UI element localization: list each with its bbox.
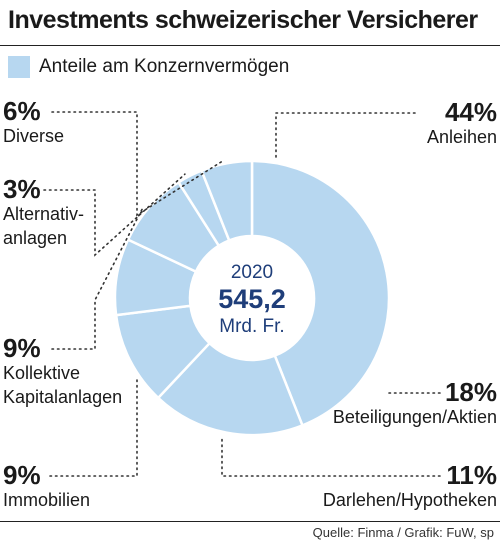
value-label: 3% xyxy=(3,174,41,204)
legend: Anteile am Konzernvermögen xyxy=(8,54,289,80)
leader-line xyxy=(51,111,223,217)
slice-beteiligungen-aktien xyxy=(156,341,305,437)
top-divider xyxy=(0,45,500,46)
category-label: Anleihen xyxy=(427,127,497,147)
value-label: 18% xyxy=(445,377,497,407)
bottom-divider xyxy=(0,521,500,522)
leader-line xyxy=(43,173,186,257)
chart-title: Investments schweizerischer Versicherer xyxy=(8,6,478,34)
legend-label: Anteile am Konzernvermögen xyxy=(39,56,290,77)
center-total: 545,2 xyxy=(218,284,286,314)
value-label: 44% xyxy=(445,97,497,127)
leader-lines xyxy=(43,111,441,477)
category-label: Kollektive xyxy=(3,363,80,383)
leader-line xyxy=(275,112,416,160)
category-label: Kapitalanlagen xyxy=(3,387,122,407)
legend-swatch xyxy=(8,56,30,78)
category-label: Beteiligungen/Aktien xyxy=(333,407,497,427)
center-unit: Mrd. Fr. xyxy=(219,316,284,337)
slice-labels: 44%Anleihen 18%Beteiligungen/Aktien 11%Dar… xyxy=(3,96,497,510)
leader-line xyxy=(49,378,138,477)
value-label: 9% xyxy=(3,460,41,490)
value-label: 11% xyxy=(446,460,497,490)
category-label: Darlehen/Hypotheken xyxy=(323,490,497,510)
source-note: Quelle: Finma / Grafik: FuW, sp xyxy=(312,525,494,540)
category-label: Immobilien xyxy=(3,490,90,510)
slices xyxy=(113,159,391,437)
value-label: 6% xyxy=(3,96,41,126)
category-label: anlagen xyxy=(3,228,67,248)
category-label: Diverse xyxy=(3,126,64,146)
category-label: Alternativ- xyxy=(3,204,84,224)
leader-line xyxy=(51,205,145,350)
value-label: 9% xyxy=(3,333,41,363)
center-year: 2020 xyxy=(231,262,273,283)
leader-line xyxy=(221,434,441,477)
slice-anleihen xyxy=(250,159,391,428)
